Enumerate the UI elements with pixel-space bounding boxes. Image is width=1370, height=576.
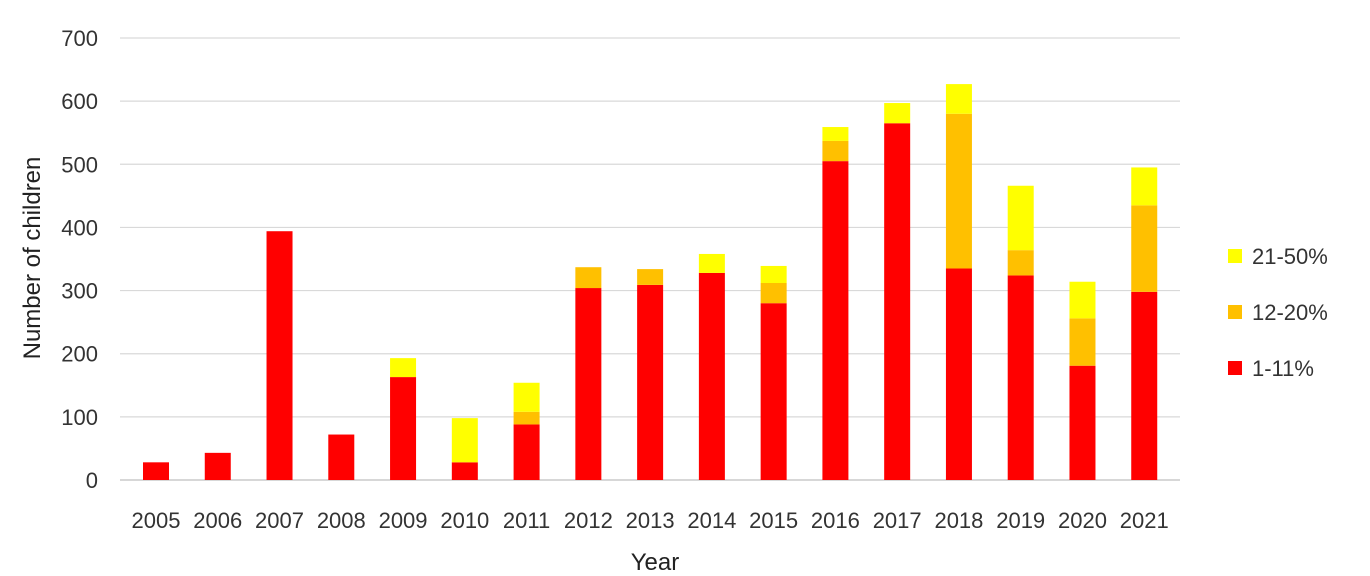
bar-segment: [513, 411, 540, 425]
x-tick-label: 2010: [440, 508, 489, 533]
bar-segment: [451, 462, 478, 480]
bar-segment: [390, 377, 417, 480]
bar-segment: [204, 452, 231, 480]
x-tick-label: 2008: [317, 508, 366, 533]
bar-segment: [822, 140, 849, 162]
legend-label: 1-11%: [1252, 356, 1314, 381]
legend-swatch: [1228, 305, 1242, 319]
y-tick-label: 600: [61, 89, 98, 114]
x-tick-label: 2012: [564, 508, 613, 533]
legend-label: 21-50%: [1252, 244, 1328, 269]
legend: 21-50% 12-20% 1-11%: [1228, 244, 1328, 381]
bar-segment: [698, 272, 725, 480]
x-axis-title: Year: [631, 549, 680, 576]
y-tick-labels: 0 100 200 300 400 500 600 700: [61, 26, 98, 493]
bar-segment: [637, 269, 664, 285]
bar-segment: [266, 231, 293, 480]
bar-segment: [760, 265, 787, 283]
bar-segment: [945, 84, 972, 114]
y-tick-label: 0: [86, 468, 98, 493]
bar-segment: [1069, 281, 1096, 319]
bar-segment: [1007, 275, 1034, 480]
bar-segment: [760, 282, 787, 304]
bar-segment: [1069, 365, 1096, 480]
x-tick-label: 2015: [749, 508, 798, 533]
bar-segment: [884, 103, 911, 124]
x-tick-label: 2021: [1120, 508, 1169, 533]
y-tick-label: 200: [61, 342, 98, 367]
bar-segment: [390, 358, 417, 378]
x-tick-label: 2016: [811, 508, 860, 533]
x-tick-label: 2006: [193, 508, 242, 533]
x-tick-label: 2007: [255, 508, 304, 533]
bar-segment: [575, 288, 602, 480]
y-tick-label: 100: [61, 405, 98, 430]
y-tick-label: 300: [61, 279, 98, 304]
bars: [143, 84, 1158, 480]
legend-label: 12-20%: [1252, 300, 1328, 325]
bar-segment: [698, 253, 725, 273]
x-tick-label: 2013: [626, 508, 675, 533]
x-tick-label: 2020: [1058, 508, 1107, 533]
x-tick-label: 2018: [934, 508, 983, 533]
y-tick-label: 500: [61, 152, 98, 177]
bar-segment: [143, 462, 169, 480]
x-tick-label: 2014: [687, 508, 736, 533]
x-tick-label: 2019: [996, 508, 1045, 533]
y-tick-label: 400: [61, 215, 98, 240]
x-tick-label: 2011: [503, 508, 550, 533]
bar-segment: [513, 424, 540, 480]
bar-segment: [822, 161, 849, 480]
legend-swatch: [1228, 249, 1242, 263]
x-tick-label: 2005: [132, 508, 181, 533]
bar-segment: [1007, 185, 1034, 251]
bar-segment: [1069, 318, 1096, 366]
bar-segment: [1131, 167, 1158, 206]
y-tick-label: 700: [61, 26, 98, 51]
bar-segment: [1131, 291, 1158, 480]
y-axis-title: Number of children: [19, 157, 46, 360]
bar-segment: [637, 284, 664, 480]
legend-swatch: [1228, 361, 1242, 375]
bar-segment: [328, 434, 355, 480]
bar-segment: [513, 382, 540, 412]
bar-segment: [451, 418, 478, 463]
x-tick-label: 2009: [379, 508, 428, 533]
bar-segment: [575, 267, 602, 289]
bar-segment: [1131, 205, 1158, 292]
x-tick-label: 2017: [873, 508, 922, 533]
bar-segment: [884, 123, 911, 480]
bar-segment: [1007, 250, 1034, 276]
x-tick-labels: 2005 2006 2007 2008 2009 2010 2011 2012 2013 2014…: [132, 508, 1169, 533]
bar-segment: [945, 113, 972, 269]
bar-segment: [822, 127, 849, 141]
bar-segment: [760, 303, 787, 480]
bar-segment: [945, 268, 972, 480]
